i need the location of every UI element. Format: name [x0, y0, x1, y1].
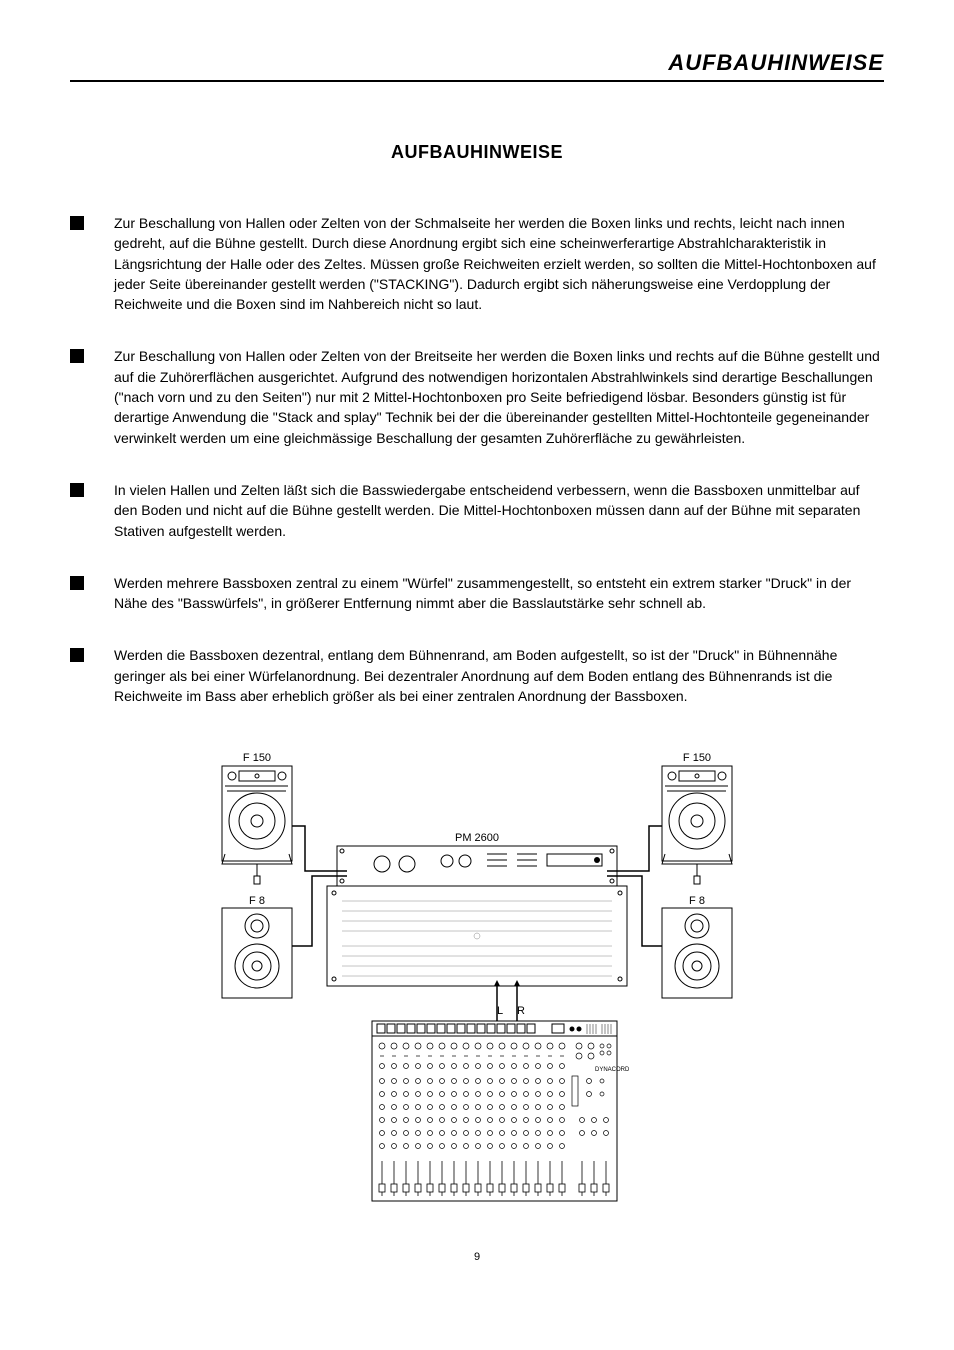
- bullet-square-icon: [70, 576, 84, 590]
- setup-diagram: F 150 F 150 F 8 F 8: [197, 746, 757, 1216]
- bullet-item: Werden die Bassboxen dezentral, entlang …: [70, 645, 884, 706]
- bullet-item: In vielen Hallen und Zelten läßt sich di…: [70, 480, 884, 541]
- header-section: AUFBAUHINWEISE: [70, 50, 884, 82]
- label-f150-right: F 150: [683, 752, 711, 764]
- bullet-item: Zur Beschallung von Hallen oder Zelten v…: [70, 213, 884, 314]
- label-f8-left: F 8: [249, 895, 265, 907]
- label-r: R: [517, 1005, 525, 1017]
- bullet-text: Zur Beschallung von Hallen oder Zelten v…: [114, 346, 884, 447]
- bullet-square-icon: [70, 349, 84, 363]
- label-l: L: [497, 1005, 503, 1017]
- bullet-text: In vielen Hallen und Zelten läßt sich di…: [114, 480, 884, 541]
- bullet-text: Zur Beschallung von Hallen oder Zelten v…: [114, 213, 884, 314]
- page-number: 9: [70, 1251, 884, 1263]
- header-title: AUFBAUHINWEISE: [70, 50, 884, 76]
- label-f8-right: F 8: [689, 895, 705, 907]
- bullet-square-icon: [70, 216, 84, 230]
- diagram-container: F 150 F 150 F 8 F 8: [70, 746, 884, 1221]
- bullet-square-icon: [70, 648, 84, 662]
- bullet-item: Werden mehrere Bassboxen zentral zu eine…: [70, 573, 884, 614]
- main-title: AUFBAUHINWEISE: [70, 142, 884, 163]
- label-f150-left: F 150: [243, 752, 271, 764]
- label-pm2600: PM 2600: [455, 832, 499, 844]
- bullet-item: Zur Beschallung von Hallen oder Zelten v…: [70, 346, 884, 447]
- bullet-text: Werden mehrere Bassboxen zentral zu eine…: [114, 573, 884, 614]
- bullet-text: Werden die Bassboxen dezentral, entlang …: [114, 645, 884, 706]
- label-mixer-brand: DYNACORD: [595, 1067, 630, 1073]
- bullet-square-icon: [70, 483, 84, 497]
